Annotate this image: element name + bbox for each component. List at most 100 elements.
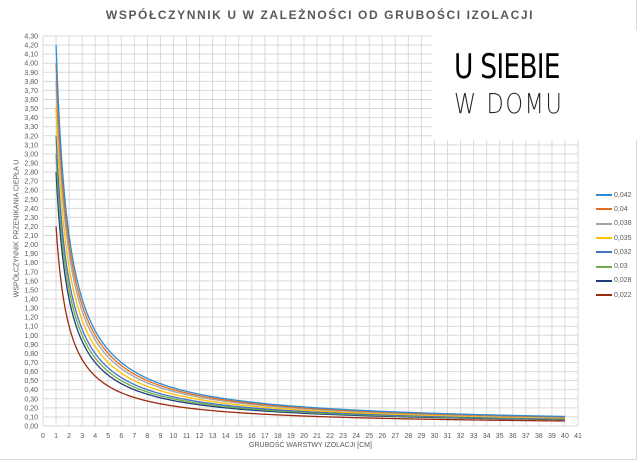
y-tick-label: 4,30 [24, 34, 38, 41]
x-tick-label: 1 [54, 433, 58, 440]
series-line-0-032 [55, 135, 565, 420]
legend-item: 0,032 [596, 245, 632, 259]
y-tick-label: 0,00 [24, 424, 38, 431]
y-tick-label: 2,60 [24, 188, 38, 195]
x-tick-label: 31 [444, 433, 452, 440]
x-tick-label: 6 [119, 433, 123, 440]
y-tick-label: 3,80 [24, 79, 38, 86]
legend-swatch-icon [596, 237, 612, 240]
y-tick-label: 2,00 [24, 242, 38, 249]
y-tick-label: 0,90 [24, 342, 38, 349]
y-tick-label: 3,50 [24, 106, 38, 113]
logo-text-line1: U SIEBIE [454, 47, 561, 87]
y-axis-ticks: 0,00 0,10 0,20 0,30 0,40 0,50 0,60 0,70 0,80 0,90… [24, 34, 38, 431]
chart-title: WSPÓŁCZYNNIK U W ZALEŻNOŚCI OD GRUBOŚCI … [105, 8, 535, 22]
legend-item: 0,038 [596, 217, 632, 231]
y-tick-label: 1,60 [24, 278, 38, 285]
legend-swatch-icon [596, 251, 612, 254]
x-tick-label: 25 [365, 433, 373, 440]
legend-swatch-icon [596, 222, 612, 225]
x-tick-label: 33 [470, 433, 478, 440]
y-tick-label: 2,70 [24, 179, 38, 186]
x-tick-label: 35 [496, 433, 504, 440]
legend-label: 0,042 [614, 191, 632, 199]
x-tick-label: 9 [158, 433, 162, 440]
x-tick-label: 12 [196, 433, 204, 440]
series-line-0-035 [55, 108, 565, 419]
x-tick-label: 41 [574, 433, 582, 440]
legend-label: 0,028 [614, 277, 632, 285]
x-tick-label: 14 [222, 433, 230, 440]
x-tick-label: 20 [300, 433, 308, 440]
x-tick-label: 13 [209, 433, 217, 440]
y-tick-label: 1,20 [24, 315, 38, 322]
y-tick-label: 4,20 [24, 43, 38, 50]
x-tick-label: 17 [261, 433, 269, 440]
legend-label: 0,022 [614, 291, 632, 299]
x-tick-label: 23 [339, 433, 347, 440]
x-tick-label: 39 [548, 433, 556, 440]
y-tick-label: 3,10 [24, 142, 38, 149]
y-tick-label: 3,70 [24, 88, 38, 95]
y-tick-label: 4,00 [24, 61, 38, 68]
legend-item: 0,022 [596, 288, 632, 302]
legend-label: 0,035 [614, 234, 632, 242]
x-tick-label: 4 [93, 433, 97, 440]
legend-swatch-icon [596, 265, 612, 268]
x-tick-label: 8 [145, 433, 149, 440]
y-tick-label: 3,90 [24, 70, 38, 77]
y-tick-label: 1,50 [24, 287, 38, 294]
x-tick-label: 24 [352, 433, 360, 440]
legend-label: 0,032 [614, 248, 632, 256]
y-tick-label: 1,80 [24, 260, 38, 267]
legend-item: 0,035 [596, 231, 632, 245]
legend-label: 0,03 [614, 263, 628, 271]
legend-label: 0,038 [614, 220, 632, 228]
x-tick-label: 18 [274, 433, 282, 440]
x-tick-label: 32 [457, 433, 465, 440]
series-lines [55, 45, 565, 422]
legend-swatch-icon [596, 279, 612, 282]
x-tick-label: 16 [248, 433, 256, 440]
x-tick-label: 15 [235, 433, 243, 440]
y-tick-label: 0,80 [24, 351, 38, 358]
y-tick-label: 0,20 [24, 405, 38, 412]
logo-text-line2: W DOMU [454, 87, 564, 120]
y-tick-label: 0,60 [24, 369, 38, 376]
x-tick-label: 0 [41, 433, 45, 440]
y-tick-label: 1,70 [24, 269, 38, 276]
legend-swatch-icon [596, 194, 612, 197]
legend-item: 0,04 [596, 202, 632, 216]
y-tick-label: 2,20 [24, 224, 38, 231]
x-tick-label: 21 [313, 433, 321, 440]
y-tick-label: 1,40 [24, 297, 38, 304]
x-tick-label: 27 [391, 433, 399, 440]
x-tick-label: 38 [535, 433, 543, 440]
series-line-0-042 [55, 45, 565, 418]
y-axis-label: WSPÓŁCZYNNIK PRZENIKANIA CIEPŁA U [13, 159, 21, 298]
y-tick-label: 2,80 [24, 170, 38, 177]
y-tick-label: 3,60 [24, 97, 38, 104]
x-tick-label: 29 [418, 433, 426, 440]
y-tick-label: 2,10 [24, 233, 38, 240]
y-tick-label: 4,10 [24, 52, 38, 59]
y-tick-label: 2,30 [24, 215, 38, 222]
x-tick-label: 11 [183, 433, 190, 440]
x-tick-label: 7 [132, 433, 136, 440]
y-tick-label: 1,10 [24, 324, 38, 331]
legend-label: 0,04 [614, 205, 628, 213]
x-tick-label: 19 [287, 433, 295, 440]
legend-item: 0,03 [596, 259, 632, 273]
y-tick-label: 3,30 [24, 124, 38, 131]
x-tick-label: 36 [509, 433, 517, 440]
x-tick-label: 3 [80, 433, 84, 440]
legend-item: 0,028 [596, 274, 632, 288]
y-tick-label: 0,40 [24, 387, 38, 394]
y-tick-label: 3,00 [24, 151, 38, 158]
y-tick-label: 0,30 [24, 396, 38, 403]
y-tick-label: 1,00 [24, 333, 38, 340]
y-tick-label: 1,90 [24, 251, 38, 258]
y-tick-label: 2,40 [24, 206, 38, 213]
y-tick-label: 0,50 [24, 378, 38, 385]
